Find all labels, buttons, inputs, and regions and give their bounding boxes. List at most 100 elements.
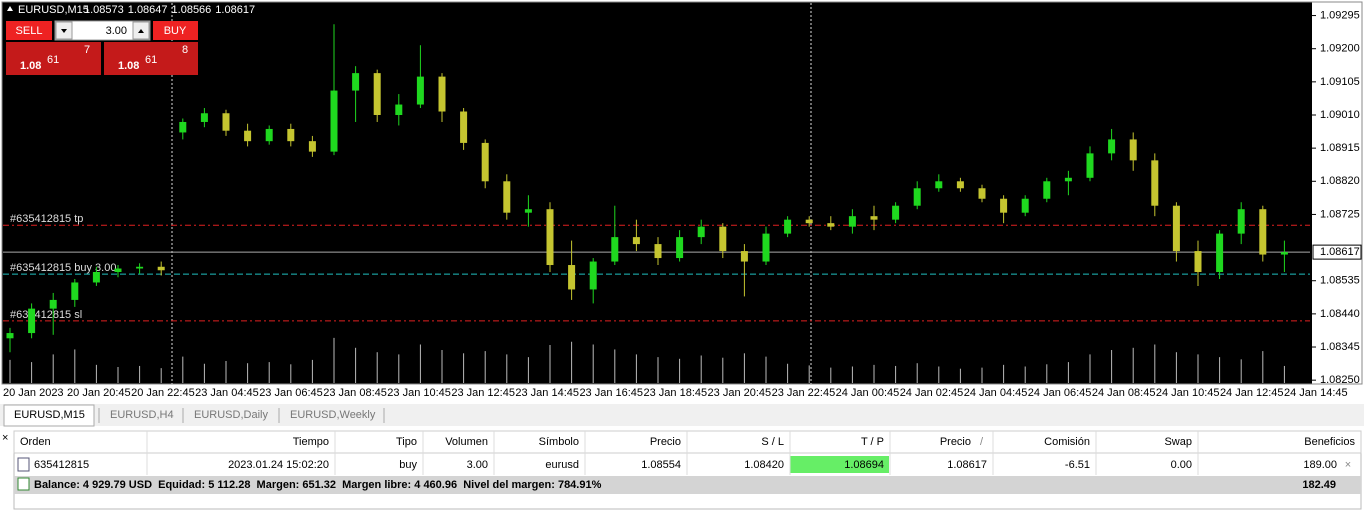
candle-body [1086,153,1094,178]
y-tick-label: 1.08345 [1320,341,1360,353]
cell: 1.08617 [947,459,987,471]
candle-body [157,266,165,271]
candle-body [1172,205,1180,252]
sl-line-label: #635412815 sl [10,309,82,321]
candle-body [1216,233,1224,273]
tp-line-label: #635412815 tp [10,213,83,225]
cell: 2023.01.24 15:02:20 [228,459,329,471]
x-tick-label: 23 Jan 04:45 [195,387,259,399]
candle-body [1194,251,1202,273]
chart: #635412815 tp #635412815 buy 3.00 #6354128… [3,24,1310,383]
candle-body [460,111,468,143]
candle-body [632,237,640,245]
candle-body [762,233,770,262]
current-price-box [1312,244,1362,260]
bid-point: 7 [84,44,90,56]
candle-body [1021,198,1029,213]
x-tick-label: 23 Jan 16:45 [579,387,643,399]
cell: 3.00 [467,459,488,471]
cell: 1.08694 [844,459,884,471]
candle-body [784,219,792,234]
tab[interactable]: EURUSD,H4 [110,409,174,421]
summary-row [14,476,1361,494]
candle-body [1237,209,1245,234]
close-order[interactable]: × [1345,459,1351,471]
tabs: EURUSD,M15 EURUSD,H4 EURUSD,Daily EURUSD,We… [3,404,385,427]
column-header: T / P [861,436,884,448]
candle-body [892,205,900,220]
candle-body [956,181,964,189]
cell: eurusd [545,459,579,471]
candle-body [1000,198,1008,213]
candle-body [1108,139,1116,154]
sell-button[interactable] [6,21,52,40]
table-content: Orden Tiempo Tipo Volumen Símbolo Precio S / L… [20,431,1355,491]
candle-body [503,181,511,213]
bid-big-figure: 1.08 [20,60,41,72]
column-header: S / L [761,436,784,448]
x-tick-label: 24 Jan 06:45 [1028,387,1092,399]
y-tick-label: 1.08440 [1320,308,1360,320]
candle-body [330,90,338,152]
y-tick-label: 1.08725 [1320,208,1360,220]
candle-body [589,261,597,290]
candle-body [287,128,295,142]
trade-panel: EURUSD,M15 1.08573 1.08647 1.08566 1.08617 … [6,4,255,75]
cell: 0.00 [1171,459,1192,471]
cell: 189.00 [1303,459,1337,471]
ohlc-value: 1.08647 [128,4,168,16]
candle-body [49,299,57,309]
x-tick-label: 23 Jan 18:45 [644,387,708,399]
tab[interactable]: EURUSD,Weekly [290,409,376,421]
candle-body [352,73,360,91]
candle-body [1259,209,1267,255]
column-header: Precio [940,436,971,448]
candle-body [740,251,748,262]
candle-body [611,237,619,262]
ohlc-value: 1.08617 [215,4,255,16]
candle-body [1280,252,1288,255]
candle-body [92,272,100,283]
ohlc-value: 1.08573 [84,4,124,16]
entry-line-label: #635412815 buy 3.00 [10,262,116,274]
close-terminal[interactable]: × [2,432,8,444]
candle-body [1043,181,1051,199]
y-tick-label: 1.09105 [1320,76,1360,88]
candle-body [114,268,122,273]
column-header: Precio [650,436,681,448]
candle-body [179,121,187,133]
x-tick-label: 24 Jan 14:45 [1284,387,1348,399]
chart-border [1,1,1363,385]
lot-input[interactable] [54,20,151,41]
order-icon [17,457,30,472]
candle-body [827,223,835,227]
column-header: Símbolo [539,436,579,448]
candle-body [28,308,36,334]
candle-body [438,76,446,112]
buy-button[interactable] [153,21,198,40]
ohlc-values: 1.08573 1.08647 1.08566 1.08617 [84,4,255,16]
tab[interactable]: EURUSD,M15 [14,409,85,421]
up-arrow [138,29,144,33]
down-arrow [61,29,67,33]
column-header: Orden [20,436,51,448]
lot-value[interactable]: 3.00 [106,25,127,37]
tab[interactable]: EURUSD,Daily [194,409,268,421]
ask-box[interactable] [104,42,198,75]
candle-body [568,265,576,290]
summary: Balance: 4 929.79 USD Equidad: 5 112.28 … [34,479,602,491]
candle-body [136,266,144,269]
buy-label[interactable]: BUY [164,25,187,37]
column-header: Tipo [396,436,417,448]
candle-body [697,226,705,238]
column-header: Swap [1164,436,1192,448]
sell-label[interactable]: SELL [16,25,43,37]
cell: 1.08420 [744,459,784,471]
sort-icon: / [980,436,984,448]
y-tick-label: 1.08820 [1320,175,1360,187]
x-tick-label: 23 Jan 22:45 [772,387,836,399]
bid-box[interactable] [6,42,101,75]
candle-body [654,244,662,259]
candle-body [395,104,403,115]
